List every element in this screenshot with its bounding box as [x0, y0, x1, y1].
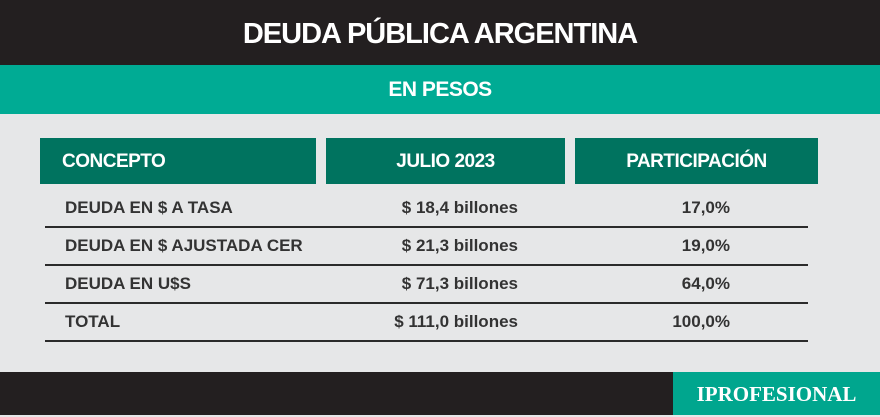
table-row: DEUDA EN $ AJUSTADA CER $ 21,3 billones …: [45, 228, 808, 266]
header-concepto: CONCEPTO: [40, 138, 316, 184]
subtitle-band: EN PESOS: [0, 65, 880, 114]
cell-concepto: DEUDA EN $ AJUSTADA CER: [65, 236, 303, 255]
table-row: DEUDA EN $ A TASA $ 18,4 billones 17,0%: [45, 190, 808, 228]
table-row-total: TOTAL $ 111,0 billones 100,0%: [45, 304, 808, 342]
cell-monto: $ 18,4 billones: [401, 198, 518, 217]
cell-participacion: 100,0%: [672, 312, 730, 331]
table-row: DEUDA EN U$S $ 71,3 billones 64,0%: [45, 266, 808, 304]
cell-participacion: 19,0%: [681, 236, 730, 255]
cell-concepto: DEUDA EN $ A TASA: [65, 198, 233, 217]
iprofesional-logo: IPROFESIONAL: [673, 372, 880, 415]
cell-participacion: 17,0%: [681, 198, 730, 217]
cell-monto: $ 21,3 billones: [401, 236, 518, 255]
cell-monto: $ 111,0 billones: [394, 312, 518, 331]
header-participacion: PARTICIPACIÓN: [575, 138, 818, 184]
cell-concepto: DEUDA EN U$S: [65, 274, 191, 293]
header-julio-2023: JULIO 2023: [326, 138, 565, 184]
cell-concepto: TOTAL: [65, 312, 121, 331]
cell-participacion: 64,0%: [681, 274, 730, 293]
cell-monto: $ 71,3 billones: [401, 274, 518, 293]
page-title: DEUDA PÚBLICA ARGENTINA: [0, 0, 880, 65]
